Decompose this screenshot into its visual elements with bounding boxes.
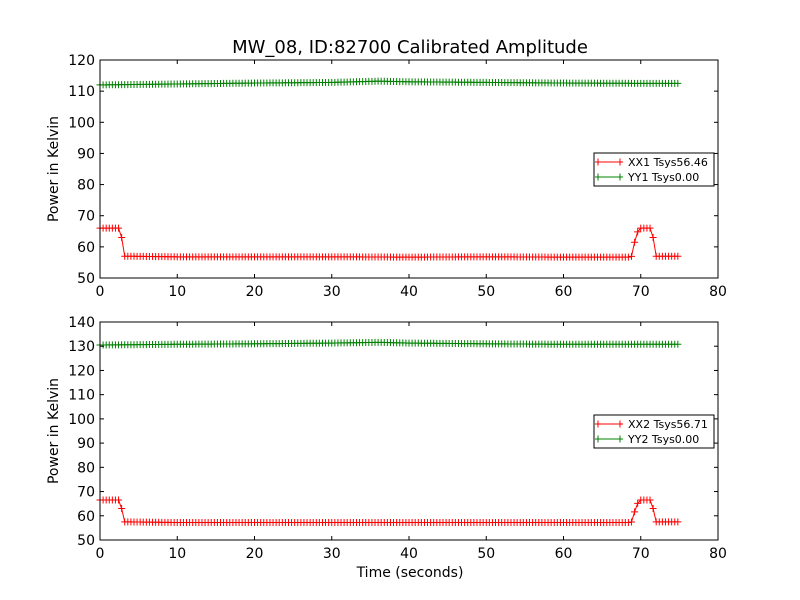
legend-marker [595,435,623,443]
top-y-axis-label: Power in Kelvin [46,116,62,222]
y-tick-label: 80 [77,178,95,194]
bottom-y-axis-label: Power in Kelvin [46,378,62,484]
legend-label: YY1 Tsys0.00 [627,171,699,184]
x-tick-label: 40 [400,284,418,300]
series-xx-1 [96,224,682,261]
legend-marker [595,158,623,166]
legend: XX1 Tsys56.46 YY1 Tsys0.00 [593,152,715,187]
legend-box [593,414,715,449]
y-tick-label: 70 [77,209,95,225]
x-tick-label: 30 [323,546,341,562]
bottom-panel: Power in Kelvin 0 10 20 30 40 50 60 70 80 50 60 70 8… [46,315,727,562]
x-tick-label: 70 [632,546,650,562]
y-tick-label: 90 [77,146,95,162]
top-panel: Power in Kelvin 0 10 20 30 40 50 60 70 80 50 60 70 8… [46,53,727,300]
legend-label: YY2 Tsys0.00 [627,433,699,446]
y-tick-label: 130 [68,339,95,355]
legend-marker [595,420,623,428]
y-tick-label: 100 [68,412,95,428]
x-tick-label: 30 [323,284,341,300]
x-tick-label: 0 [96,546,105,562]
legend-entry: XX1 Tsys56.46 [595,156,708,169]
y-tick-label: 80 [77,460,95,476]
x-tick-label: 20 [246,284,264,300]
x-tick-label: 20 [246,546,264,562]
y-tick-label: 90 [77,436,95,452]
x-tick-label: 70 [632,284,650,300]
legend-label: XX1 Tsys56.46 [628,156,708,169]
figure-title: MW_08, ID:82700 Calibrated Amplitude [232,37,588,58]
y-tick-label: 60 [77,509,95,525]
y-tick-label: 100 [68,115,95,131]
y-tick-label: 120 [68,53,95,69]
legend-entry: YY1 Tsys0.00 [595,171,699,184]
x-tick-label: 50 [477,284,495,300]
legend-marker [595,173,623,181]
legend-entry: YY2 Tsys0.00 [595,433,699,446]
x-tick-label: 10 [168,284,186,300]
x-tick-label: 80 [709,546,727,562]
legend-box [593,152,715,187]
x-tick-label: 60 [555,546,573,562]
legend-entry: XX2 Tsys56.71 [595,418,708,431]
y-tick-label: 140 [68,315,95,331]
legend: XX2 Tsys56.71 YY2 Tsys0.00 [593,414,715,449]
x-tick-label: 0 [96,284,105,300]
y-tick-label: 110 [68,388,95,404]
y-tick-label: 110 [68,84,95,100]
y-tick-label: 50 [77,271,95,287]
x-tick-label: 60 [555,284,573,300]
y-tick-label: 70 [77,485,95,501]
x-tick-label: 40 [400,546,418,562]
y-tick-label: 60 [77,240,95,256]
x-tick-label: 80 [709,284,727,300]
y-tick-label: 50 [77,533,95,549]
x-axis-label: Time (seconds) [356,565,464,581]
x-tick-label: 10 [168,546,186,562]
x-tick-label: 50 [477,546,495,562]
y-tick-label: 120 [68,363,95,379]
legend-label: XX2 Tsys56.71 [628,418,708,431]
